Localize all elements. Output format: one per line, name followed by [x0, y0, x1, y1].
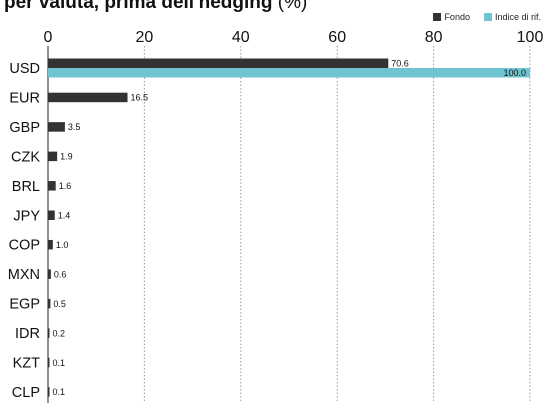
- category-label-egp: EGP: [9, 297, 40, 313]
- bar-fondo-brl: [48, 181, 56, 191]
- data-label-indice-usd: 100.0: [503, 68, 526, 78]
- bar-fondo-usd: [48, 58, 389, 68]
- x-tick-label-40: 40: [232, 29, 250, 46]
- data-label-fondo-mxn: 0.6: [54, 269, 67, 279]
- legend-label-fondo: Fondo: [444, 12, 470, 22]
- x-tick-label-60: 60: [328, 29, 346, 46]
- category-label-gbp: GBP: [9, 120, 40, 136]
- bar-fondo-kzt: [48, 357, 50, 368]
- legend-label-indice: Indice di rif.: [494, 12, 541, 22]
- chart-legend: Fondo Indice di rif.: [433, 12, 541, 22]
- category-label-mxn: MXN: [8, 267, 40, 283]
- category-label-eur: EUR: [9, 90, 40, 106]
- category-label-brl: BRL: [12, 179, 40, 195]
- category-label-idr: IDR: [15, 326, 40, 342]
- data-label-fondo-eur: 16.5: [131, 93, 149, 103]
- chart-title: per valuta, prima dell'hedging (%): [4, 0, 307, 14]
- bar-fondo-gbp: [48, 122, 65, 132]
- category-label-usd: USD: [9, 61, 40, 77]
- category-label-czk: CZK: [11, 149, 40, 165]
- data-label-fondo-idr: 0.2: [53, 328, 66, 338]
- bar-fondo-egp: [48, 298, 51, 309]
- bar-fondo-mxn: [48, 269, 51, 279]
- legend-swatch-indice: [483, 13, 492, 21]
- data-label-fondo-czk: 1.9: [60, 152, 73, 162]
- data-label-fondo-usd: 70.6: [391, 59, 409, 69]
- x-tick-label-20: 20: [136, 29, 154, 46]
- chart-title-unit: (%): [277, 0, 308, 13]
- category-label-kzt: KZT: [13, 356, 41, 372]
- chart-title-text: per valuta, prima dell'hedging: [4, 0, 273, 13]
- bar-indice-usd: [48, 68, 530, 78]
- legend-item-fondo: Fondo: [433, 12, 470, 22]
- category-label-clp: CLP: [12, 385, 40, 401]
- bar-fondo-clp: [48, 387, 50, 397]
- x-tick-label-0: 0: [44, 29, 53, 46]
- bar-fondo-jpy: [48, 210, 55, 220]
- data-label-fondo-jpy: 1.4: [58, 211, 71, 221]
- bar-fondo-czk: [48, 151, 58, 162]
- data-label-fondo-brl: 1.6: [59, 181, 72, 191]
- bar-fondo-idr: [48, 328, 50, 338]
- legend-swatch-fondo: [433, 13, 442, 21]
- bar-fondo-eur: [48, 92, 128, 103]
- data-label-fondo-kzt: 0.1: [53, 358, 66, 368]
- bar-fondo-cop: [48, 239, 53, 250]
- data-label-fondo-cop: 1.0: [56, 240, 69, 250]
- legend-item-indice: Indice di rif.: [483, 12, 541, 22]
- x-tick-label-80: 80: [425, 29, 443, 46]
- category-label-jpy: JPY: [13, 208, 40, 224]
- category-label-cop: COP: [9, 238, 40, 254]
- data-label-fondo-gbp: 3.5: [68, 122, 81, 132]
- data-label-fondo-clp: 0.1: [53, 387, 66, 397]
- x-tick-label-100: 100: [517, 29, 544, 46]
- data-label-fondo-egp: 0.5: [53, 299, 66, 309]
